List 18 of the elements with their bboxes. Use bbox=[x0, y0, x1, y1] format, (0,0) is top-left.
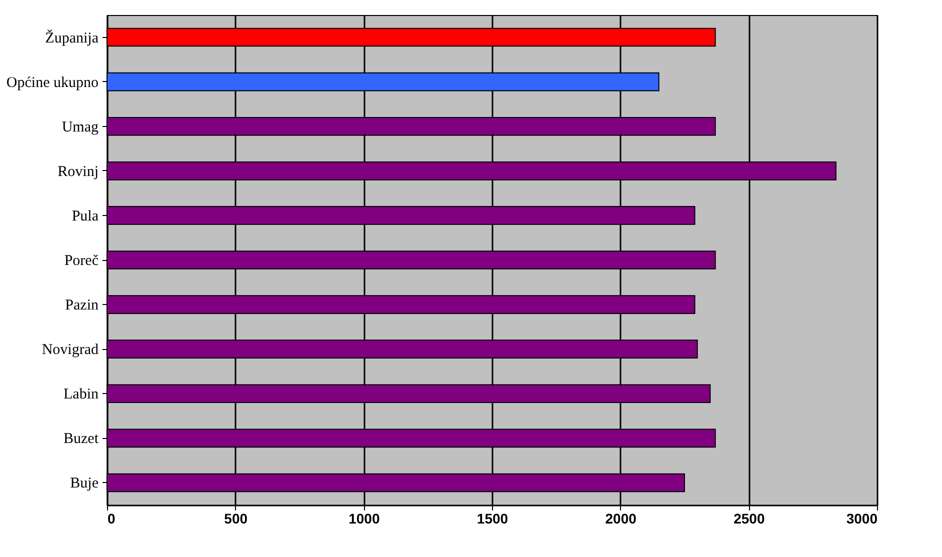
x-tick-label: 500 bbox=[224, 510, 248, 526]
y-tick-label: Buje bbox=[70, 476, 99, 492]
x-tick-label: 2000 bbox=[605, 510, 637, 526]
x-tick-label: 1500 bbox=[476, 510, 508, 526]
y-tick-label: Županija bbox=[45, 29, 99, 46]
y-tick-label: Pula bbox=[72, 208, 99, 224]
y-tick-label: Novigrad bbox=[42, 342, 99, 358]
x-tick-label: 1000 bbox=[348, 510, 380, 526]
y-tick-label: Labin bbox=[64, 386, 99, 403]
y-tick-label: Poreč bbox=[64, 253, 99, 269]
y-tick-label: Buzet bbox=[64, 431, 100, 448]
x-tick-label: 0 bbox=[108, 510, 116, 526]
y-tick-label: Općine ukupno bbox=[6, 74, 98, 91]
y-tick-label: Umag bbox=[62, 119, 99, 136]
x-tick-label: 3000 bbox=[846, 510, 878, 526]
y-tick-label: Pazin bbox=[65, 298, 99, 314]
y-tick-label: Rovinj bbox=[58, 164, 98, 180]
x-tick-label: 2500 bbox=[734, 510, 765, 526]
